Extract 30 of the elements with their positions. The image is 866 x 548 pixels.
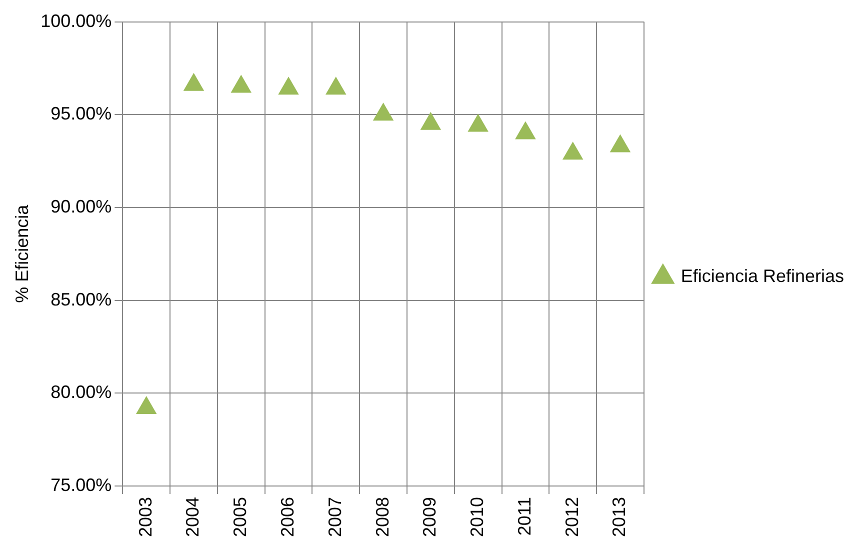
point [136,396,156,414]
y-tick-label: 80.00% [50,382,112,402]
x-tick-label: 2012 [562,496,582,538]
y-tick-label: 85.00% [50,289,112,310]
point [468,114,488,132]
x-tick-label: 2008 [372,496,392,538]
point [420,112,441,130]
x-tick-label: 2011 [514,496,534,536]
point [610,134,630,152]
x-tick-label: 2013 [609,496,630,538]
x-tick-label: 2004 [182,496,203,538]
point [562,142,583,160]
point [184,73,204,91]
x-tick-label: 2007 [324,496,345,538]
y-axis-title: % Eficiencia [12,204,32,303]
y-tick-label: 95.00% [50,104,112,124]
y-tick-label: 90.00% [50,196,112,216]
y-tick-label: 75.00% [50,474,112,495]
point [231,75,252,93]
x-tick-label: 2003 [135,496,156,538]
y-tick-label: 100.00% [40,10,112,31]
x-tick-label: 2005 [230,496,250,538]
legend-label: Eficiencia Refinerias [680,266,844,286]
point [373,103,394,121]
x-tick-label: 2009 [420,496,440,538]
point [278,77,299,95]
point [515,122,536,140]
point [326,77,346,95]
x-tick-label: 2010 [467,496,488,538]
x-tick-label: 2006 [277,496,298,538]
